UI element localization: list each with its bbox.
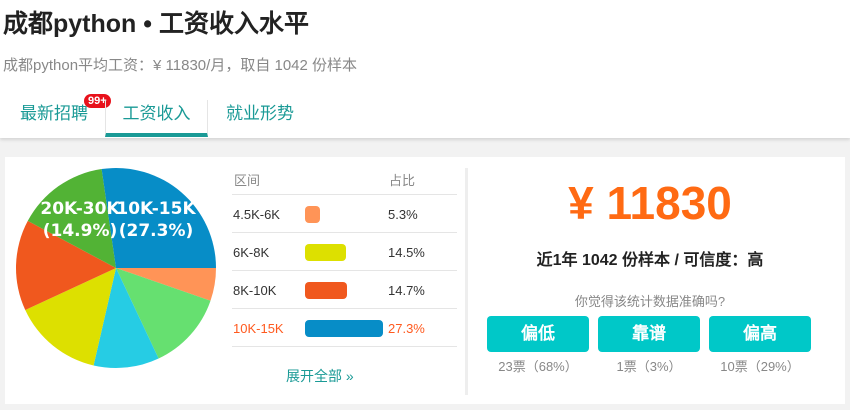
vote-low-button[interactable]: 偏低 bbox=[487, 316, 589, 352]
expand-all-link[interactable]: 展开全部 » bbox=[286, 368, 354, 384]
vote-high-count: 10票（29%） bbox=[720, 359, 800, 374]
col-range-header: 区间 bbox=[234, 173, 261, 188]
table-row: 8K-10K 14.7% bbox=[232, 270, 457, 308]
pie-label-text: 10K-15K bbox=[116, 199, 196, 219]
new-jobs-badge: 99+ bbox=[84, 94, 111, 108]
pct-value: 5.3% bbox=[388, 207, 418, 222]
pct-value: 14.7% bbox=[388, 283, 425, 298]
pie-slice bbox=[25, 268, 117, 366]
pct-bar bbox=[305, 206, 321, 223]
pie-label-20k-30k: 20K-30K (14.9%) bbox=[36, 198, 124, 242]
pie-label-pct: (14.9%) bbox=[42, 221, 118, 241]
pie-label-10k-15k: 10K-15K (27.3%) bbox=[112, 198, 200, 242]
vote-low-count: 23票（68%） bbox=[498, 359, 578, 374]
header: 成都python • 工资收入水平 成都python平均工资：¥ 11830/月… bbox=[0, 0, 850, 138]
pct-value: 14.5% bbox=[388, 245, 425, 260]
pie-slice bbox=[116, 268, 216, 301]
pie-label-text: 20K-30K bbox=[40, 199, 120, 219]
salary-pie-chart bbox=[16, 168, 216, 368]
vote-accurate-button[interactable]: 靠谱 bbox=[598, 316, 700, 352]
average-salary: ¥ 11830 bbox=[568, 177, 732, 229]
pct-bar bbox=[305, 282, 348, 299]
vote-high-button[interactable]: 偏高 bbox=[709, 316, 811, 352]
tab-latest-jobs[interactable]: 最新招聘 bbox=[20, 104, 88, 123]
pie-slice bbox=[93, 268, 159, 368]
table-row: 6K-8K 14.5% bbox=[232, 232, 457, 270]
pie-slice bbox=[16, 220, 117, 311]
pie-slice bbox=[116, 268, 211, 359]
pct-bar bbox=[305, 244, 347, 261]
tab-employment[interactable]: 就业形势 bbox=[226, 104, 294, 123]
tab-salary[interactable]: 工资收入 bbox=[105, 100, 208, 137]
pie-slice bbox=[101, 168, 216, 268]
range-label: 4.5K-6K bbox=[233, 207, 280, 222]
pct-value: 27.3% bbox=[388, 321, 425, 336]
accuracy-question: 你觉得该统计数据准确吗? bbox=[574, 294, 726, 309]
page-title: 成都python • 工资收入水平 bbox=[3, 10, 309, 38]
pie-label-pct: (27.3%) bbox=[118, 221, 194, 241]
vote-accurate-count: 1票（3%） bbox=[616, 359, 682, 374]
pie-slice bbox=[27, 169, 117, 268]
divider bbox=[465, 168, 468, 395]
range-label: 10K-15K bbox=[233, 321, 284, 336]
col-pct-header: 占比 bbox=[389, 173, 416, 188]
range-label: 6K-8K bbox=[233, 245, 270, 260]
page-subtitle: 成都python平均工资：¥ 11830/月，取自 1042 份样本 bbox=[3, 57, 358, 74]
range-label: 8K-10K bbox=[233, 283, 277, 298]
table-row: 4.5K-6K 5.3% bbox=[232, 194, 457, 232]
table-bottom-line bbox=[232, 346, 457, 347]
table-row: 10K-15K 27.3% bbox=[232, 308, 457, 346]
pct-bar bbox=[305, 320, 384, 337]
sample-info: 近1年 1042 份样本 / 可信度：高 bbox=[536, 252, 764, 269]
